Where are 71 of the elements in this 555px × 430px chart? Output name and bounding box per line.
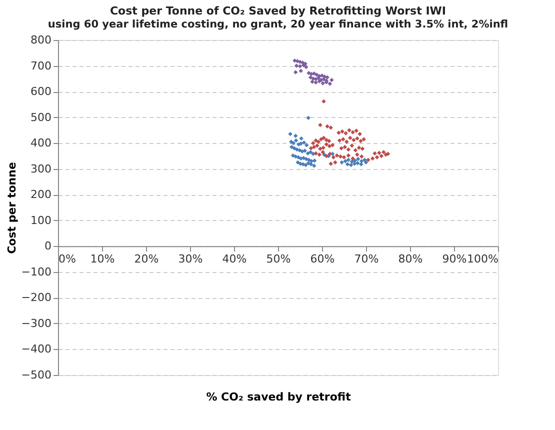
point — [290, 153, 296, 158]
point — [304, 143, 309, 148]
point — [304, 64, 308, 70]
point — [343, 158, 348, 164]
y-tick-label: 600 — [30, 85, 52, 98]
x-tick-label: 50% — [266, 252, 291, 266]
y-tick-label: −400 — [21, 342, 52, 356]
y-tick-label: 500 — [30, 110, 52, 124]
x-tick-label: 30% — [178, 252, 203, 266]
point — [320, 81, 325, 86]
x-axis-title: % CO₂ saved by retrofit — [206, 390, 351, 404]
point — [306, 116, 310, 120]
point — [299, 136, 304, 141]
point — [294, 138, 298, 143]
x-tick-label: 20% — [134, 252, 159, 266]
y-tick-label: −500 — [21, 368, 52, 382]
y-tick-label: 400 — [30, 136, 52, 150]
x-tick-label: 0% — [58, 252, 76, 266]
y-tick-label: 200 — [30, 188, 52, 202]
point — [359, 162, 364, 166]
point — [346, 158, 351, 162]
point — [316, 76, 321, 80]
point — [364, 160, 368, 165]
point — [325, 75, 330, 80]
point — [298, 60, 302, 64]
y-tick-label: −300 — [21, 316, 52, 330]
point — [296, 155, 300, 160]
chart-title: Cost per Tonne of CO₂ Saved by Retrofitting Worst IWI — [110, 4, 446, 18]
y-tick-label: 300 — [30, 162, 52, 176]
point — [330, 78, 334, 82]
x-tick-label: 90% — [442, 252, 467, 266]
x-tick-label: 100% — [467, 252, 498, 266]
point — [293, 134, 298, 138]
point — [340, 160, 344, 165]
point — [310, 80, 314, 84]
x-tick-label: 80% — [398, 252, 423, 266]
point — [308, 150, 313, 154]
point — [356, 156, 360, 162]
point — [350, 160, 354, 164]
point — [356, 161, 360, 166]
x-tick-label: 70% — [354, 252, 379, 266]
y-tick-label: 700 — [30, 59, 52, 72]
point — [314, 72, 319, 77]
point — [322, 77, 326, 82]
point — [302, 148, 307, 153]
point — [290, 144, 294, 150]
point — [328, 82, 332, 86]
chart-subtitle: using 60 year lifetime costing, no grant, 20 year finance with 3.5% int, 2%infl — [48, 18, 508, 30]
y-tick-label: 0 — [44, 240, 52, 253]
y-tick-label: 100 — [30, 214, 52, 227]
point — [294, 147, 300, 152]
point — [359, 158, 364, 164]
point — [292, 146, 296, 150]
point — [291, 140, 296, 146]
y-tick-label: −200 — [21, 291, 52, 304]
point — [312, 158, 317, 163]
point — [352, 158, 358, 163]
y-tick-label: −100 — [21, 265, 52, 278]
y-axis-title: Cost per tonne — [5, 162, 18, 254]
point — [298, 68, 303, 74]
y-tick-label: 800 — [30, 34, 52, 46]
point — [348, 162, 354, 168]
point — [302, 140, 306, 145]
point — [293, 70, 298, 74]
x-tick-label: 40% — [222, 252, 247, 266]
point — [306, 161, 310, 166]
x-tick-label: 10% — [90, 252, 115, 266]
x-tick-label: 60% — [310, 252, 335, 266]
point — [296, 160, 300, 165]
point — [306, 151, 310, 156]
point — [308, 75, 313, 80]
